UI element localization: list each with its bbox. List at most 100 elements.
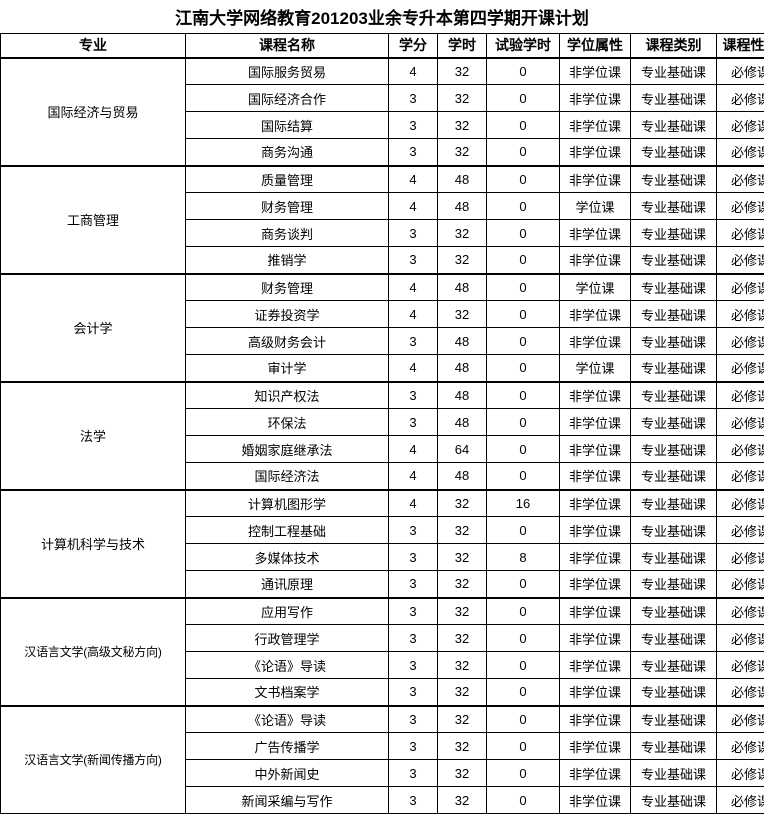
course-name-cell: 财务管理 bbox=[186, 274, 389, 301]
degree-attribute-cell: 非学位课 bbox=[560, 652, 631, 679]
lab-hours-cell: 0 bbox=[487, 787, 560, 814]
course-category-cell: 专业基础课 bbox=[631, 652, 717, 679]
course-name-cell: 证券投资学 bbox=[186, 301, 389, 328]
course-nature-cell: 必修课 bbox=[717, 166, 764, 193]
degree-attribute-cell: 非学位课 bbox=[560, 382, 631, 409]
credits-cell: 3 bbox=[389, 652, 438, 679]
course-nature-cell: 必修课 bbox=[717, 247, 764, 274]
course-name-cell: 应用写作 bbox=[186, 598, 389, 625]
course-name-cell: 高级财务会计 bbox=[186, 328, 389, 355]
course-name-cell: 通讯原理 bbox=[186, 571, 389, 598]
degree-attribute-cell: 非学位课 bbox=[560, 409, 631, 436]
lab-hours-cell: 0 bbox=[487, 301, 560, 328]
course-name-cell: 国际服务贸易 bbox=[186, 58, 389, 85]
lab-hours-cell: 0 bbox=[487, 139, 560, 166]
degree-attribute-cell: 非学位课 bbox=[560, 112, 631, 139]
degree-attribute-cell: 非学位课 bbox=[560, 301, 631, 328]
course-name-cell: 新闻采编与写作 bbox=[186, 787, 389, 814]
course-category-cell: 专业基础课 bbox=[631, 436, 717, 463]
course-category-cell: 专业基础课 bbox=[631, 571, 717, 598]
table-row: 计算机科学与技术计算机图形学43216非学位课专业基础课必修课 bbox=[1, 490, 764, 517]
course-nature-cell: 必修课 bbox=[717, 274, 764, 301]
course-name-cell: 知识产权法 bbox=[186, 382, 389, 409]
course-nature-cell: 必修课 bbox=[717, 787, 764, 814]
course-name-cell: 文书档案学 bbox=[186, 679, 389, 706]
course-schedule-table: 专业 课程名称 学分 学时 试验学时 学位属性 课程类别 课程性质 国际经济与贸… bbox=[0, 33, 764, 814]
course-category-cell: 专业基础课 bbox=[631, 598, 717, 625]
hours-cell: 32 bbox=[438, 598, 487, 625]
hours-cell: 48 bbox=[438, 382, 487, 409]
course-category-cell: 专业基础课 bbox=[631, 139, 717, 166]
degree-attribute-cell: 非学位课 bbox=[560, 85, 631, 112]
course-category-cell: 专业基础课 bbox=[631, 787, 717, 814]
hours-cell: 32 bbox=[438, 733, 487, 760]
course-name-cell: 多媒体技术 bbox=[186, 544, 389, 571]
table-row: 法学知识产权法3480非学位课专业基础课必修课 bbox=[1, 382, 764, 409]
degree-attribute-cell: 非学位课 bbox=[560, 490, 631, 517]
lab-hours-cell: 0 bbox=[487, 247, 560, 274]
hours-cell: 32 bbox=[438, 58, 487, 85]
hours-cell: 32 bbox=[438, 490, 487, 517]
hours-cell: 32 bbox=[438, 625, 487, 652]
credits-cell: 3 bbox=[389, 598, 438, 625]
course-nature-cell: 必修课 bbox=[717, 436, 764, 463]
table-body: 国际经济与贸易国际服务贸易4320非学位课专业基础课必修课国际经济合作3320非… bbox=[1, 58, 764, 814]
course-nature-cell: 必修课 bbox=[717, 301, 764, 328]
course-nature-cell: 必修课 bbox=[717, 193, 764, 220]
course-category-cell: 专业基础课 bbox=[631, 301, 717, 328]
credits-cell: 3 bbox=[389, 706, 438, 733]
course-category-cell: 专业基础课 bbox=[631, 328, 717, 355]
hours-cell: 32 bbox=[438, 544, 487, 571]
course-category-cell: 专业基础课 bbox=[631, 463, 717, 490]
major-cell: 汉语言文学(高级文秘方向) bbox=[1, 598, 186, 706]
course-nature-cell: 必修课 bbox=[717, 760, 764, 787]
lab-hours-cell: 0 bbox=[487, 598, 560, 625]
table-row: 汉语言文学(新闻传播方向)《论语》导读3320非学位课专业基础课必修课 bbox=[1, 706, 764, 733]
lab-hours-cell: 0 bbox=[487, 328, 560, 355]
course-name-cell: 广告传播学 bbox=[186, 733, 389, 760]
course-category-cell: 专业基础课 bbox=[631, 382, 717, 409]
degree-attribute-cell: 非学位课 bbox=[560, 679, 631, 706]
hours-cell: 48 bbox=[438, 463, 487, 490]
credits-cell: 4 bbox=[389, 274, 438, 301]
course-nature-cell: 必修课 bbox=[717, 625, 764, 652]
course-category-cell: 专业基础课 bbox=[631, 544, 717, 571]
course-nature-cell: 必修课 bbox=[717, 328, 764, 355]
course-name-cell: 财务管理 bbox=[186, 193, 389, 220]
credits-cell: 3 bbox=[389, 247, 438, 274]
degree-attribute-cell: 非学位课 bbox=[560, 571, 631, 598]
lab-hours-cell: 0 bbox=[487, 193, 560, 220]
header-course-name: 课程名称 bbox=[186, 34, 389, 58]
major-cell: 汉语言文学(新闻传播方向) bbox=[1, 706, 186, 814]
lab-hours-cell: 0 bbox=[487, 571, 560, 598]
course-nature-cell: 必修课 bbox=[717, 463, 764, 490]
course-category-cell: 专业基础课 bbox=[631, 760, 717, 787]
lab-hours-cell: 0 bbox=[487, 220, 560, 247]
table-row: 工商管理质量管理4480非学位课专业基础课必修课 bbox=[1, 166, 764, 193]
degree-attribute-cell: 非学位课 bbox=[560, 733, 631, 760]
hours-cell: 32 bbox=[438, 706, 487, 733]
lab-hours-cell: 0 bbox=[487, 733, 560, 760]
course-name-cell: 行政管理学 bbox=[186, 625, 389, 652]
course-category-cell: 专业基础课 bbox=[631, 625, 717, 652]
course-nature-cell: 必修课 bbox=[717, 139, 764, 166]
course-nature-cell: 必修课 bbox=[717, 679, 764, 706]
credits-cell: 3 bbox=[389, 112, 438, 139]
degree-attribute-cell: 非学位课 bbox=[560, 247, 631, 274]
lab-hours-cell: 0 bbox=[487, 355, 560, 382]
degree-attribute-cell: 非学位课 bbox=[560, 166, 631, 193]
course-name-cell: 国际经济合作 bbox=[186, 85, 389, 112]
major-cell: 计算机科学与技术 bbox=[1, 490, 186, 598]
course-category-cell: 专业基础课 bbox=[631, 409, 717, 436]
degree-attribute-cell: 非学位课 bbox=[560, 463, 631, 490]
major-cell: 工商管理 bbox=[1, 166, 186, 274]
course-name-cell: 《论语》导读 bbox=[186, 652, 389, 679]
lab-hours-cell: 0 bbox=[487, 274, 560, 301]
course-name-cell: 婚姻家庭继承法 bbox=[186, 436, 389, 463]
lab-hours-cell: 0 bbox=[487, 463, 560, 490]
degree-attribute-cell: 非学位课 bbox=[560, 58, 631, 85]
credits-cell: 3 bbox=[389, 544, 438, 571]
degree-attribute-cell: 非学位课 bbox=[560, 706, 631, 733]
course-category-cell: 专业基础课 bbox=[631, 274, 717, 301]
course-category-cell: 专业基础课 bbox=[631, 166, 717, 193]
